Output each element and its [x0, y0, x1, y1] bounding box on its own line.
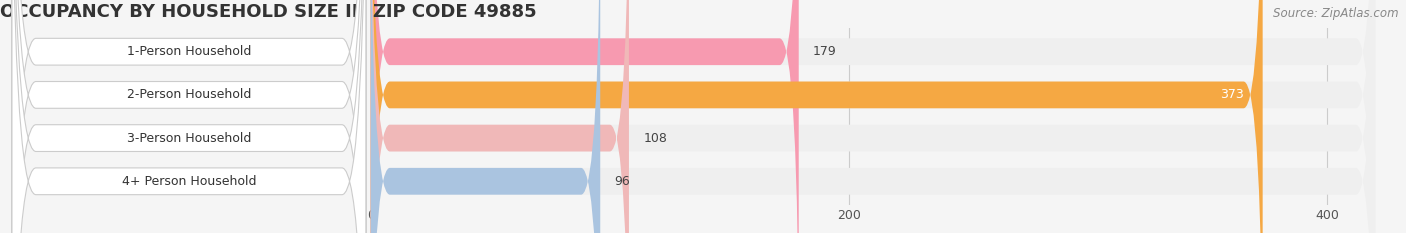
Text: 96: 96 [614, 175, 630, 188]
FancyBboxPatch shape [371, 0, 628, 233]
FancyBboxPatch shape [371, 0, 1375, 233]
Text: 4+ Person Household: 4+ Person Household [122, 175, 256, 188]
Text: Source: ZipAtlas.com: Source: ZipAtlas.com [1274, 7, 1399, 20]
FancyBboxPatch shape [371, 0, 1375, 233]
FancyBboxPatch shape [371, 0, 1263, 233]
FancyBboxPatch shape [13, 0, 366, 233]
FancyBboxPatch shape [13, 0, 366, 233]
Text: 1-Person Household: 1-Person Household [127, 45, 252, 58]
Text: 373: 373 [1220, 88, 1243, 101]
Text: 179: 179 [813, 45, 837, 58]
FancyBboxPatch shape [371, 0, 1375, 233]
Text: 108: 108 [644, 132, 668, 145]
Text: 2-Person Household: 2-Person Household [127, 88, 252, 101]
Text: 3-Person Household: 3-Person Household [127, 132, 252, 145]
FancyBboxPatch shape [371, 0, 799, 233]
Text: OCCUPANCY BY HOUSEHOLD SIZE IN ZIP CODE 49885: OCCUPANCY BY HOUSEHOLD SIZE IN ZIP CODE … [0, 3, 537, 21]
FancyBboxPatch shape [13, 0, 366, 233]
FancyBboxPatch shape [13, 0, 366, 233]
FancyBboxPatch shape [371, 0, 600, 233]
FancyBboxPatch shape [371, 0, 1375, 233]
